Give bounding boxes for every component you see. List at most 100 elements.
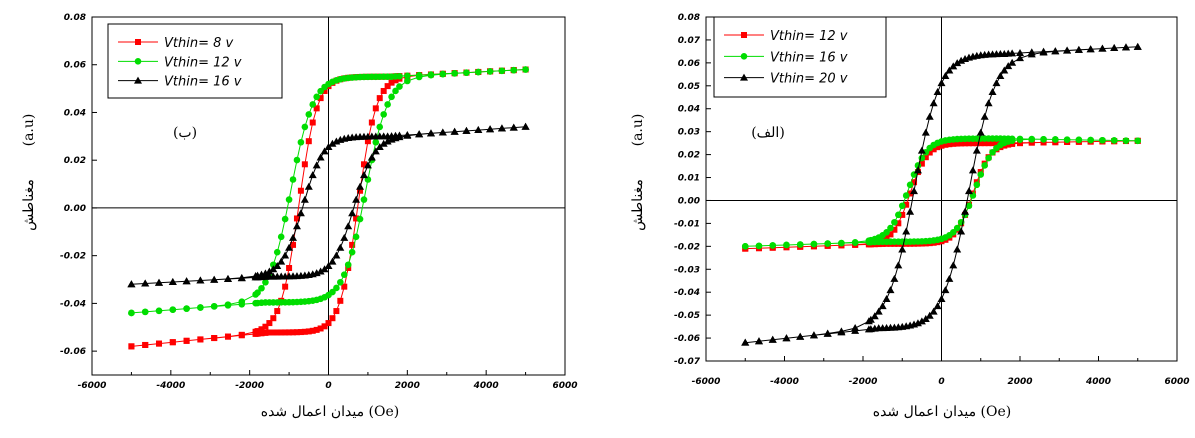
- y-axis-label-main: مغناطش: [21, 179, 37, 231]
- data-point: [392, 77, 399, 84]
- data-point: [1000, 66, 1009, 74]
- data-point: [981, 162, 988, 169]
- data-point: [890, 274, 899, 282]
- series-circle: [741, 135, 1142, 250]
- data-point: [887, 231, 894, 238]
- data-point: [309, 119, 316, 126]
- data-point: [1016, 48, 1024, 56]
- data-point: [372, 105, 379, 112]
- data-point: [360, 196, 368, 203]
- data-point: [127, 280, 136, 288]
- data-point: [937, 295, 946, 303]
- data-point: [838, 239, 845, 247]
- legend-label: Vthin= 12 v: [164, 55, 242, 70]
- data-point: [317, 95, 324, 102]
- data-point: [1016, 135, 1024, 143]
- data-point: [809, 331, 818, 339]
- data-point: [976, 128, 985, 136]
- data-point: [266, 329, 273, 336]
- data-point: [949, 261, 958, 269]
- data-point: [810, 240, 818, 248]
- data-point: [290, 241, 297, 248]
- data-point: [1110, 137, 1118, 144]
- data-point: [266, 320, 273, 327]
- data-point: [375, 142, 384, 150]
- data-point: [224, 333, 231, 340]
- legend-marker: [740, 73, 748, 81]
- data-point: [941, 286, 950, 294]
- data-point: [1099, 136, 1106, 144]
- data-point: [183, 305, 190, 312]
- data-point: [509, 123, 518, 131]
- data-point: [969, 140, 976, 147]
- data-point: [439, 70, 447, 78]
- data-point: [438, 128, 447, 136]
- data-point: [332, 137, 341, 145]
- data-point: [486, 68, 494, 75]
- data-point: [945, 274, 954, 282]
- data-point: [864, 317, 873, 325]
- y-tick-label: 0.04: [678, 105, 700, 115]
- data-point: [363, 161, 372, 169]
- data-point: [953, 59, 962, 67]
- y-tick-label: 0.07: [678, 36, 701, 46]
- data-point: [946, 141, 953, 148]
- data-point: [899, 211, 906, 218]
- data-point: [169, 306, 177, 313]
- data-point: [754, 337, 763, 345]
- data-point: [968, 166, 977, 174]
- data-point: [463, 69, 470, 76]
- data-point: [282, 329, 289, 336]
- data-point: [925, 112, 934, 120]
- data-point: [1040, 135, 1047, 143]
- y-tick-label: -0.06: [674, 334, 700, 344]
- data-point: [337, 297, 344, 304]
- data-point: [258, 330, 265, 337]
- data-point: [918, 160, 925, 167]
- data-point: [168, 278, 177, 286]
- data-point: [783, 241, 790, 249]
- data-point: [333, 284, 340, 292]
- data-point: [953, 224, 961, 232]
- data-point: [324, 262, 333, 270]
- data-point: [223, 274, 232, 282]
- data-point: [321, 87, 328, 94]
- data-point: [301, 161, 308, 168]
- data-point: [930, 146, 937, 153]
- x-axis-title: میدان اعمال شده (Oe): [873, 404, 1011, 420]
- data-point: [376, 95, 383, 102]
- data-point: [274, 308, 281, 315]
- data-point: [906, 181, 914, 189]
- y-tick-label: -0.02: [60, 252, 86, 262]
- data-point: [320, 147, 329, 155]
- data-point: [197, 304, 204, 311]
- x-tick-label: -4000: [156, 381, 185, 391]
- legend-label: Vthin= 8 v: [164, 36, 234, 51]
- data-point: [360, 161, 367, 168]
- data-point: [297, 138, 305, 146]
- y-tick-label: -0.03: [674, 265, 700, 275]
- data-point: [755, 242, 763, 250]
- data-point: [388, 93, 395, 101]
- data-point: [989, 148, 996, 156]
- data-point: [364, 138, 371, 145]
- y-tick-label: 0.08: [64, 13, 86, 23]
- data-point: [938, 142, 945, 149]
- data-point: [388, 79, 395, 86]
- data-point: [340, 271, 348, 278]
- data-point: [961, 207, 970, 215]
- data-point: [933, 302, 942, 310]
- x-tick-label: -2000: [235, 381, 264, 391]
- data-point: [211, 335, 218, 342]
- data-point: [293, 156, 301, 164]
- y-tick-label: 0.06: [678, 59, 700, 69]
- x-axis-title: میدان اعمال شده (Oe): [261, 404, 399, 420]
- data-point: [128, 309, 135, 317]
- data-point: [367, 153, 376, 161]
- data-point: [891, 218, 898, 226]
- y-tick-label: 0.00: [64, 204, 86, 214]
- data-point: [415, 71, 423, 79]
- data-point: [404, 72, 411, 80]
- data-point: [929, 99, 938, 107]
